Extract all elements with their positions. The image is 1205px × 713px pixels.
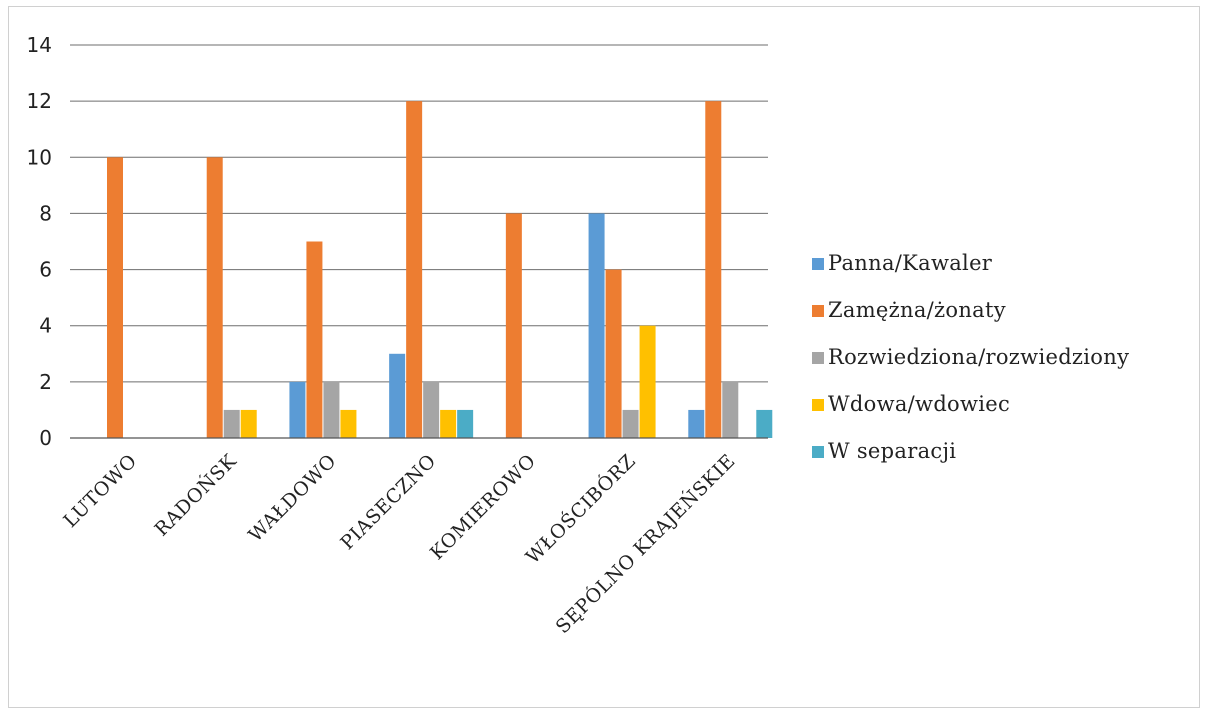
bar-wdowa: [240, 409, 257, 438]
bar-rozwiedziona: [323, 381, 340, 438]
legend-label: W separacji: [828, 439, 956, 463]
bar-panna: [289, 381, 306, 438]
bar-panna: [588, 213, 605, 438]
x-tick-label: PIASECZNO: [336, 450, 440, 554]
bar-rozwiedziona: [423, 381, 440, 438]
legend-label: Zamężna/żonaty: [828, 298, 1006, 322]
y-tick-label: 8: [39, 201, 52, 225]
bar-panna: [688, 409, 705, 438]
legend-label: Rozwiedziona/rozwiedziony: [828, 345, 1129, 369]
bar-zamężna: [705, 101, 722, 439]
bar-wdowa: [340, 409, 357, 438]
bar-wdowa: [639, 325, 656, 438]
legend-swatch: [812, 399, 824, 411]
bar-zamężna: [206, 157, 223, 439]
legend-swatch: [812, 446, 824, 458]
y-tick-label: 14: [27, 33, 52, 57]
x-tick-label: KOMIEROWO: [426, 450, 540, 564]
legend: Panna/Kawaler Zamężna/żonaty Rozwiedziona/…: [812, 251, 1129, 463]
x-tick-label: LUTOWO: [59, 450, 141, 532]
x-tick-label: WŁOŚCIBÓRZ: [521, 449, 640, 568]
y-tick-label: 10: [27, 145, 52, 169]
bar-panna: [389, 353, 406, 438]
bar-w-separacji: [756, 409, 773, 438]
bar-wdowa: [440, 409, 457, 438]
bar-rozwiedziona: [223, 409, 240, 438]
x-tick-label: SĘPÓLNO KRAJEŃSKIE: [551, 449, 740, 638]
legend-label: Panna/Kawaler: [828, 251, 993, 275]
bar-rozwiedziona: [622, 409, 639, 438]
y-tick-label: 12: [27, 89, 52, 113]
bars: [107, 101, 773, 439]
bar-zamężna: [605, 269, 622, 438]
x-tick-label: RADOŃSK: [150, 449, 242, 541]
bar-zamężna: [406, 101, 423, 439]
y-tick-label: 4: [39, 314, 52, 338]
bar-w-separacji: [457, 409, 474, 438]
y-tick-label: 0: [39, 426, 52, 450]
y-tick-label: 6: [39, 258, 52, 282]
bar-zamężna: [107, 157, 123, 439]
bar-zamężna: [505, 213, 522, 438]
x-axis-ticks: LUTOWO RADOŃSK WAŁDOWOPIASECZNOKOMIEROWOWŁ…: [59, 449, 739, 638]
legend-swatch: [812, 305, 824, 317]
x-tick-label: WAŁDOWO: [244, 450, 340, 546]
bar-zamężna: [306, 241, 323, 438]
legend-label: Wdowa/wdowiec: [828, 392, 1010, 416]
legend-swatch: [812, 352, 824, 364]
bar-rozwiedziona: [722, 381, 739, 438]
y-axis-ticks: 0 2 4 6 8 10 12 14: [27, 33, 52, 450]
y-tick-label: 2: [39, 370, 52, 394]
legend-swatch: [812, 258, 824, 270]
